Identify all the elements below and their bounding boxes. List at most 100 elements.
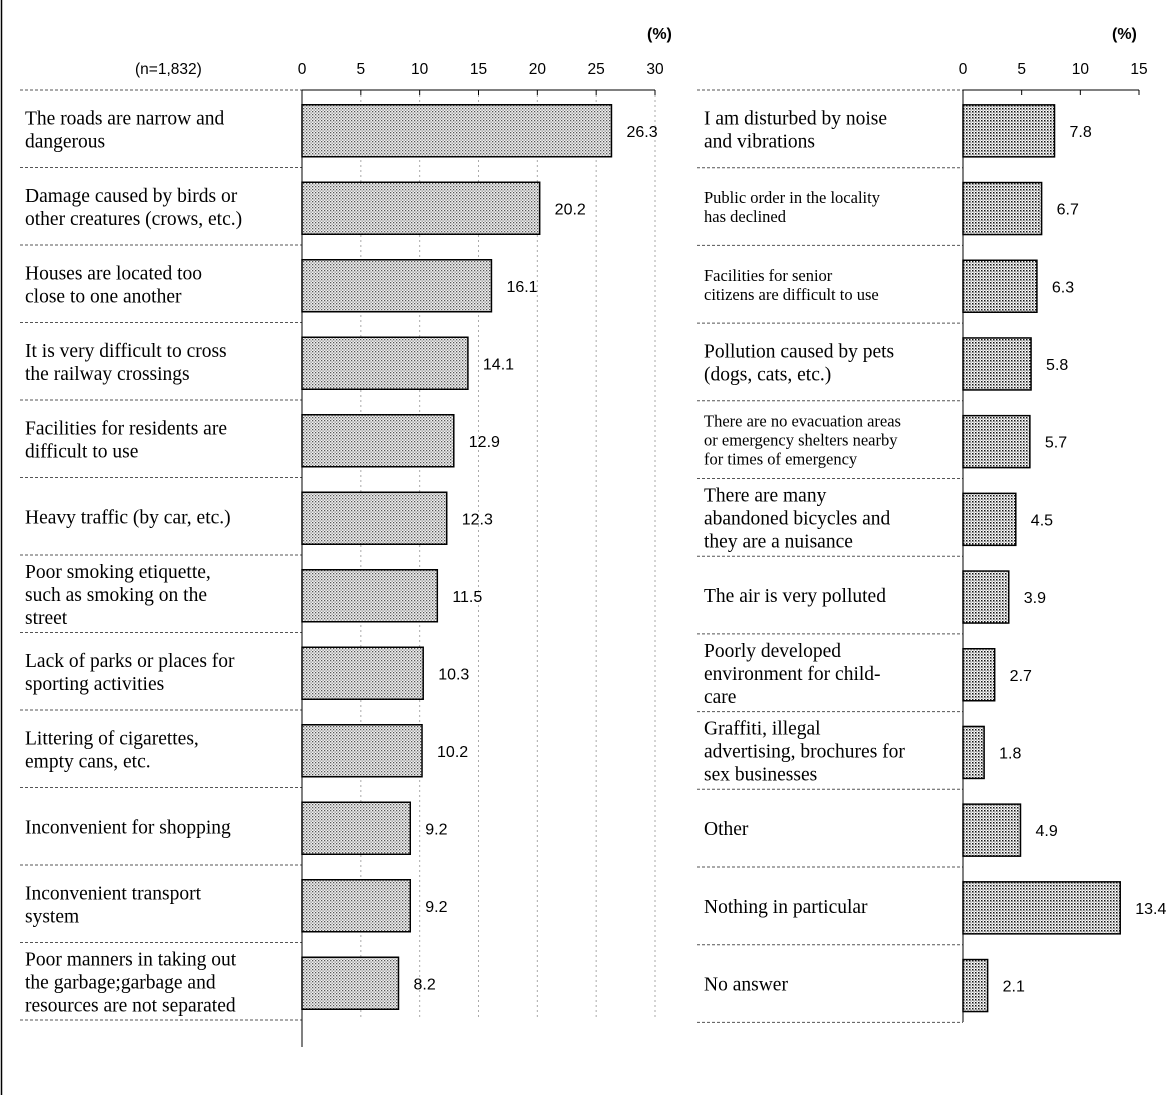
sample-size-note: (n=1,832)	[135, 61, 202, 78]
category-label-line: resources are not separated	[25, 995, 236, 1016]
category-label-line: No answer	[704, 975, 788, 996]
chart-row: Inconvenient for shopping 9.2	[20, 787, 448, 855]
category-label-line: Nothing in particular	[704, 897, 868, 918]
value-label: 4.9	[1035, 823, 1057, 840]
bar	[962, 570, 1010, 624]
value-label: 3.9	[1024, 590, 1046, 607]
bar	[962, 181, 1043, 236]
bar	[301, 259, 493, 313]
value-label: 1.8	[999, 745, 1021, 762]
value-label: 20.2	[555, 201, 586, 218]
bar	[301, 956, 400, 1010]
value-label: 10.3	[438, 666, 469, 683]
category-label-line: sporting activities	[25, 674, 164, 695]
category-label-line: other creatures (crows, etc.)	[25, 209, 242, 230]
chart-row: There are no evacuation areas or emergenc…	[697, 400, 1067, 469]
category-label-line: The roads are narrow and	[25, 108, 224, 129]
category-label-line: There are many	[704, 485, 827, 506]
value-label: 5.7	[1045, 435, 1067, 452]
category-label: Lack of parks or places for sporting acti…	[25, 651, 235, 695]
left-rows: The roads are narrow and dangerous 26.3 Dam…	[20, 89, 658, 1021]
category-label-line: and vibrations	[704, 131, 815, 152]
category-label: Nothing in particular	[704, 897, 868, 918]
category-label-line: empty cans, etc.	[25, 751, 151, 772]
chart-row: Graffiti, illegal advertising, brochures …	[697, 711, 1021, 785]
category-label-line: Poor smoking etiquette,	[25, 562, 211, 583]
category-label-line: Lack of parks or places for	[25, 651, 235, 672]
category-label-line: The air is very polluted	[704, 586, 886, 607]
value-label: 10.2	[437, 744, 468, 761]
chart-row: Houses are located too close to one anoth…	[20, 244, 538, 313]
bar	[962, 104, 1056, 158]
category-label: Poorly developed environment for child-ca…	[704, 641, 881, 708]
category-label-line: sex businesses	[704, 764, 817, 785]
category-label-line: It is very difficult to cross	[25, 341, 227, 362]
chart-row: There are many abandoned bicycles and they…	[697, 478, 1053, 552]
bar	[301, 879, 412, 933]
category-label-line: the railway crossings	[25, 364, 190, 385]
chart-row: Poor manners in taking out the garbage;ga…	[20, 942, 436, 1016]
category-label-line: Houses are located too	[25, 263, 202, 284]
bar	[301, 336, 469, 390]
value-label: 12.3	[462, 511, 493, 528]
category-label-line: such as smoking on the	[25, 585, 207, 606]
category-label-line: Inconvenient for shopping	[25, 817, 231, 838]
category-label: Littering of cigarettes, empty cans, etc.	[25, 728, 199, 772]
value-label: 26.3	[626, 124, 657, 141]
tick-label: 5	[357, 61, 366, 78]
bar	[962, 337, 1032, 391]
chart-row: Pollution caused by pets (dogs, cats, etc…	[697, 322, 1068, 391]
bar	[962, 803, 1022, 857]
tick-label: 10	[411, 61, 429, 78]
tick-label: 0	[298, 61, 307, 78]
right-axis-ticks: 0 5 10 15	[959, 61, 1148, 95]
category-label: Public order in the locality has declined	[704, 188, 881, 226]
value-label: 5.8	[1046, 357, 1068, 374]
tick-label: 20	[529, 61, 547, 78]
category-label-line: they are a nuisance	[704, 531, 853, 552]
chart-row: Damage caused by birds or other creatures…	[20, 167, 586, 235]
chart-row: Public order in the locality has declined…	[697, 167, 1079, 236]
category-label: Facilities for residents are difficult to…	[25, 418, 227, 462]
chart-row: Inconvenient transport system 9.2	[20, 864, 448, 933]
value-label: 6.3	[1052, 279, 1074, 296]
chart-row: Lack of parks or places for sporting acti…	[20, 632, 469, 700]
chart-row: The roads are narrow and dangerous 26.3	[20, 89, 658, 158]
category-label: Graffiti, illegal advertising, brochures …	[704, 718, 905, 785]
value-label: 4.5	[1031, 512, 1053, 529]
value-label: 12.9	[469, 434, 500, 451]
bar	[301, 491, 448, 545]
category-label: There are no evacuation areas or emergenc…	[704, 412, 901, 469]
chart-row: Poor smoking etiquette, such as smoking o…	[20, 554, 482, 629]
category-label: Damage caused by birds or other creatures…	[25, 186, 242, 230]
left-axis-ticks: 0 5 10 15 20 25 30	[298, 61, 664, 95]
value-label: 9.2	[425, 899, 447, 916]
tick-label: 25	[588, 61, 605, 78]
category-label: Other	[704, 819, 749, 840]
value-label: 11.5	[452, 589, 482, 606]
chart-row: Heavy traffic (by car, etc.) 12.3	[20, 477, 493, 545]
bar	[962, 259, 1038, 313]
bar	[962, 648, 996, 702]
bar	[962, 958, 989, 1013]
category-label-line: There are no evacuation areas	[704, 412, 901, 431]
value-label: 9.2	[425, 821, 447, 838]
value-label: 6.7	[1057, 202, 1079, 219]
category-label-line: system	[25, 906, 79, 927]
chart-row: I am disturbed by noise and vibrations 7.8	[697, 89, 1092, 158]
value-label: 14.1	[483, 356, 514, 373]
chart-row: No answer 2.1	[697, 944, 1025, 1013]
left-chart: (n=1,832) (%) 0 5 10 15 20 25 30 The roads are…	[20, 26, 672, 1047]
tick-label: 15	[470, 61, 487, 78]
chart-row: It is very difficult to cross the railway…	[20, 322, 514, 390]
category-label-line: close to one another	[25, 286, 182, 307]
chart-row: The air is very polluted 3.9	[697, 555, 1046, 624]
value-label: 8.2	[413, 976, 435, 993]
bar	[301, 569, 439, 623]
category-label-line: environment for child-	[704, 664, 881, 685]
category-label: I am disturbed by noise and vibrations	[704, 108, 887, 152]
category-label-line: Inconvenient transport	[25, 883, 202, 904]
bar	[301, 104, 613, 158]
value-label: 7.8	[1070, 124, 1092, 141]
